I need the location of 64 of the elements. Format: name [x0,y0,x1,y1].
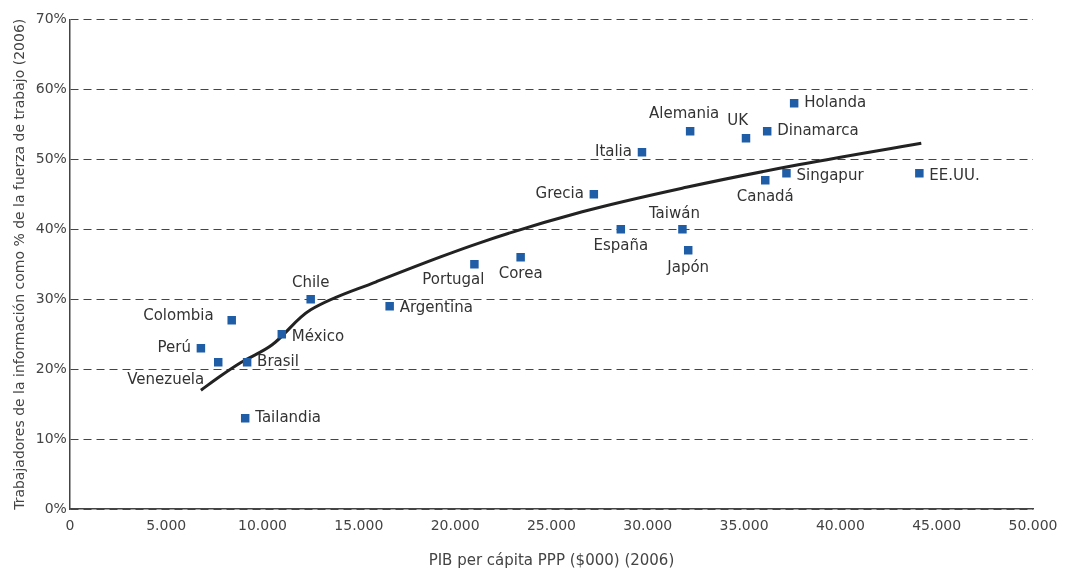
point [915,169,924,178]
annotation: México [291,327,345,346]
x-tick-label: 5.000 [146,517,187,534]
point [616,225,626,234]
annotation: Corea [498,264,543,283]
point [782,169,791,178]
y-tick-label: 70% [35,10,67,27]
annotation: Holanda [804,93,867,112]
y-tick-label: 50% [35,149,67,166]
annotation: Brasil [257,352,299,371]
y-tick-label: 20% [35,359,67,376]
x-tick-label: 15.000 [334,517,384,534]
annotation: Japón [666,258,710,277]
y-tick-label: 40% [35,219,67,236]
point [213,358,223,367]
point [741,134,751,143]
y-axis-title: Trabajadores de la información como % de la fuerza de trabajo (2006) [11,18,28,511]
x-tick-label: 30.000 [623,517,673,534]
annotation: Singapur [796,166,865,185]
annotation: Dinamarca [777,121,859,140]
annotation: Alemania [648,104,720,123]
annotation: Grecia [535,184,584,203]
x-tick-label: 25.000 [526,517,576,534]
x-tick-label: 20.000 [430,517,480,534]
x-axis-title: PIB per cápita PPP ($000) (2006) [428,550,675,569]
annotation: Argentina [399,298,473,317]
x-tick-label: 50.000 [1008,517,1058,534]
y-tick-label: 10% [35,429,67,446]
annotation: UK [727,111,750,130]
annotation: Tailandia [254,408,321,427]
annotation: Colombia [143,306,214,325]
x-tick-label: 40.000 [815,517,865,534]
y-tick-label: 0% [44,499,67,516]
x-tick-label: 0 [65,517,75,534]
point [196,344,206,353]
point [761,176,770,185]
annotation: Canadá [736,187,794,206]
point [685,127,695,136]
annotation: Italia [594,142,632,161]
annotation: EE.UU. [929,166,980,185]
annotation: Venezuela [127,370,205,389]
y-tick-label: 60% [35,80,67,97]
annotation: Portugal [422,270,485,289]
point [385,302,394,311]
point [637,148,647,157]
point [242,358,252,367]
point [470,260,479,269]
point [306,295,315,304]
point [683,246,693,255]
x-tick-label: 35.000 [719,517,769,534]
x-tick-label: 45.000 [912,517,962,534]
point [678,225,687,234]
annotation: Chile [291,273,330,292]
point [762,127,772,136]
annotation: Perú [157,338,191,357]
point [227,316,236,325]
x-tick-label: 10.000 [238,517,288,534]
point [277,330,287,339]
point [589,190,599,199]
point [789,99,799,108]
point [516,253,525,262]
y-tick-label: 30% [35,289,67,306]
annotation: Taiwán [647,204,700,223]
annotation: España [593,236,649,255]
